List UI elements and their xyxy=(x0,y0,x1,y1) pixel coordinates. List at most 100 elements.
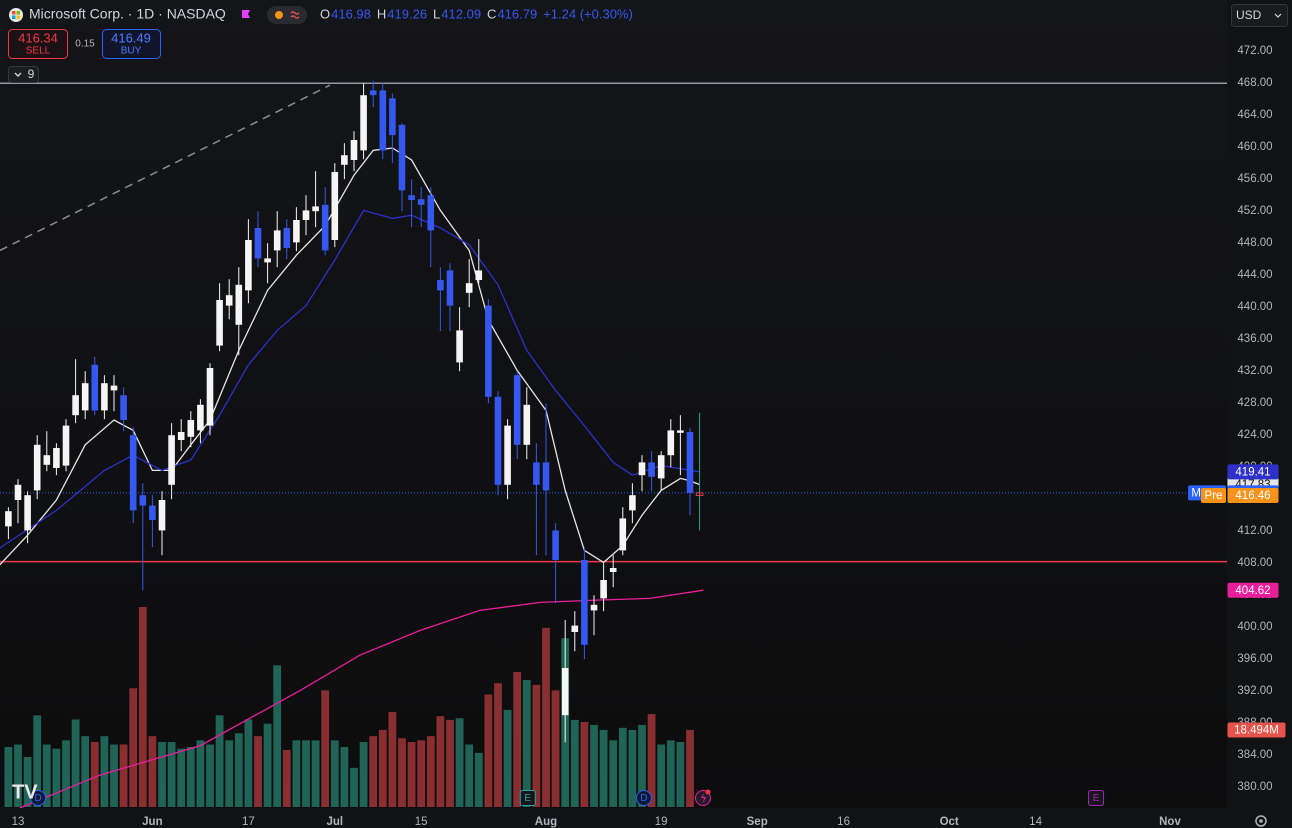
candle-body xyxy=(427,195,435,231)
chevron xyxy=(14,72,22,77)
volume-bar xyxy=(158,742,166,807)
volume-tag-bg xyxy=(1227,722,1286,738)
candle-body xyxy=(5,511,12,527)
y-tick-label: 384.00 xyxy=(1237,749,1272,761)
candle-body xyxy=(225,295,233,306)
volume-bar xyxy=(407,742,416,807)
event-label: E xyxy=(1093,793,1100,804)
indicators-count: 9 xyxy=(28,67,35,81)
candle-body xyxy=(245,240,252,291)
candle-body xyxy=(408,195,415,200)
indicators-toggle[interactable] xyxy=(8,66,39,83)
volume-bar xyxy=(609,740,618,807)
buy-button[interactable] xyxy=(102,29,161,59)
volume-bar xyxy=(657,744,666,807)
candle-body xyxy=(542,462,550,491)
premarket-label-bg xyxy=(1201,488,1226,504)
volume-bar xyxy=(618,727,627,807)
y-tick-label: 396.00 xyxy=(1237,653,1272,665)
y-tick-label: 428.00 xyxy=(1237,397,1272,409)
candle-body xyxy=(53,448,60,468)
candle-body xyxy=(350,140,358,160)
candle-body xyxy=(619,518,627,551)
volume-bar xyxy=(196,740,205,807)
legend-key: C xyxy=(487,6,496,21)
candle-body xyxy=(369,90,377,96)
y-tick-label: 380.00 xyxy=(1237,781,1272,793)
y-tick-label: 464.00 xyxy=(1237,109,1272,121)
volume-bar xyxy=(263,723,272,807)
volume-bar xyxy=(494,683,502,807)
volume-bar xyxy=(321,690,330,807)
flag-icon[interactable] xyxy=(242,10,250,18)
x-tick-label: Jul xyxy=(326,816,343,828)
status-pill[interactable] xyxy=(267,6,307,24)
event-badge xyxy=(1088,790,1105,806)
volume-bar xyxy=(426,736,435,807)
volume-bar xyxy=(4,747,13,807)
y-tick-label: 452.00 xyxy=(1237,205,1272,217)
logo-square xyxy=(12,15,16,19)
y-tick-label: 400.00 xyxy=(1237,621,1272,633)
currency-select[interactable] xyxy=(1231,4,1288,27)
volume-bar xyxy=(436,716,445,807)
legend-value: 416.79 xyxy=(497,6,537,21)
candle-body xyxy=(24,495,31,531)
candle-body xyxy=(600,580,607,599)
currency: USD xyxy=(1236,8,1262,22)
x-tick-label: 17 xyxy=(242,816,255,828)
candle-body xyxy=(648,462,655,477)
candle-body xyxy=(302,210,310,220)
volume-bar xyxy=(282,749,291,807)
tv-logo: TV xyxy=(12,781,38,803)
sell-button[interactable] xyxy=(8,29,68,59)
volume-bar xyxy=(638,724,646,807)
y-tick-label: 424.00 xyxy=(1237,429,1272,441)
alert-dot xyxy=(705,789,711,795)
candle-body xyxy=(235,284,243,325)
symbol-logo xyxy=(9,8,23,22)
volume-bar xyxy=(273,665,282,807)
volume-bar xyxy=(119,744,128,807)
volume-bar xyxy=(359,742,368,807)
ma-price-tag-bg xyxy=(1227,582,1279,598)
volume-bar xyxy=(350,767,358,807)
candle-body xyxy=(293,220,300,243)
x-tick-label: Oct xyxy=(940,816,959,828)
event-badge xyxy=(30,790,47,806)
volume-bar xyxy=(503,709,512,807)
volume-bar xyxy=(62,740,70,807)
candle-body xyxy=(475,270,483,280)
volume-bar xyxy=(676,742,685,807)
spread: 0.15 xyxy=(75,39,95,50)
x-tick-label: 15 xyxy=(415,816,428,828)
candle-body xyxy=(581,560,588,645)
event-label: D xyxy=(35,793,42,804)
x-tick-label: Sep xyxy=(747,816,768,828)
volume-bar xyxy=(71,719,80,807)
y-tick-label: 440.00 xyxy=(1237,301,1272,313)
price-axis xyxy=(1227,0,1292,808)
candle-body xyxy=(494,396,502,485)
candle-body xyxy=(110,385,118,391)
volume-bar xyxy=(599,729,608,807)
volume-bar xyxy=(340,747,349,807)
candle-body xyxy=(62,425,70,466)
volume-bar xyxy=(110,744,118,807)
volume-bar xyxy=(686,729,694,807)
candle-body xyxy=(533,462,540,485)
candle-body xyxy=(14,484,22,500)
volume-bar xyxy=(129,688,138,807)
volume-bar xyxy=(532,684,541,807)
volume-bar xyxy=(542,627,550,807)
event-label: E xyxy=(524,793,531,804)
settings-icon[interactable] xyxy=(1255,815,1267,827)
candle-body xyxy=(101,383,108,411)
volume-bar xyxy=(52,748,61,807)
volume-bar xyxy=(311,740,320,807)
candle-body xyxy=(321,204,329,251)
volume-bar xyxy=(628,729,637,807)
candle-body xyxy=(590,604,598,611)
